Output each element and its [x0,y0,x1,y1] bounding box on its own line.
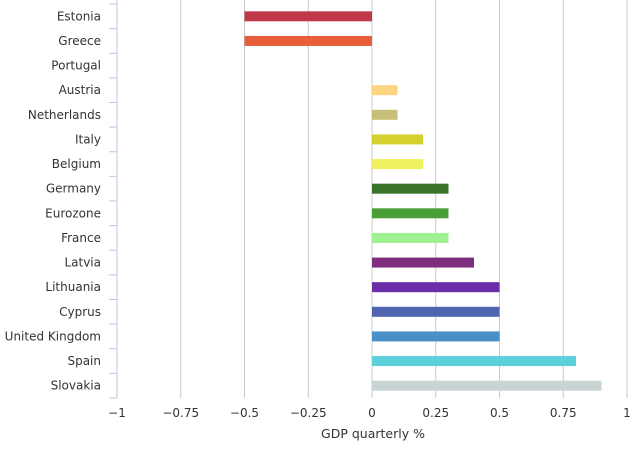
bar-italy [372,134,423,145]
category-label: Spain [67,354,101,368]
bar-latvia [372,257,474,268]
x-tick-label: −0.25 [290,406,327,420]
x-tick-label: 0.75 [550,406,577,420]
category-label: Latvia [64,256,101,270]
x-tick-label: 0 [368,406,376,420]
x-axis-title: GDP quarterly % [321,426,425,441]
x-tick-label: 0.5 [490,406,509,420]
category-label: Eurozone [45,206,101,220]
x-tick-label: −0.75 [162,406,199,420]
x-tick-label: 0.25 [422,406,449,420]
category-label: Netherlands [28,108,101,122]
category-label: Cyprus [59,305,101,319]
bar-united-kingdom [372,331,500,342]
bar-france [372,232,449,243]
x-tick-label: 1 [623,406,631,420]
category-label: Italy [75,132,101,146]
x-tick-labels: −1 −0.75 −0.5 −0.25 0 0.25 0.5 0.75 1 [108,406,631,420]
bar-netherlands [372,109,398,120]
bar-austria [372,85,398,96]
category-label: Portugal [51,59,101,73]
category-label: France [61,231,101,245]
gridlines [180,0,628,398]
bar-belgium [372,159,423,170]
category-label: Estonia [57,9,101,23]
category-axis [109,0,118,399]
bar-eurozone [372,208,449,219]
category-label: Lithuania [45,280,101,294]
bar-lithuania [372,282,500,293]
x-tick-label: −0.5 [230,406,259,420]
category-labels: Estonia Greece Portugal Austria Netherlands I… [5,9,101,392]
category-label: Austria [59,83,101,97]
bar-estonia [244,11,372,22]
bar-cyprus [372,306,500,317]
category-label: United Kingdom [5,329,101,343]
category-label: Greece [58,34,101,48]
bar-slovakia [372,380,602,391]
bar-greece [244,35,372,46]
x-tick-label: −1 [108,406,126,420]
bar-spain [372,356,576,367]
category-label: Germany [46,182,101,196]
bar-germany [372,183,449,194]
category-label: Slovakia [51,379,101,393]
bars [244,11,602,391]
category-label: Belgium [52,157,101,171]
